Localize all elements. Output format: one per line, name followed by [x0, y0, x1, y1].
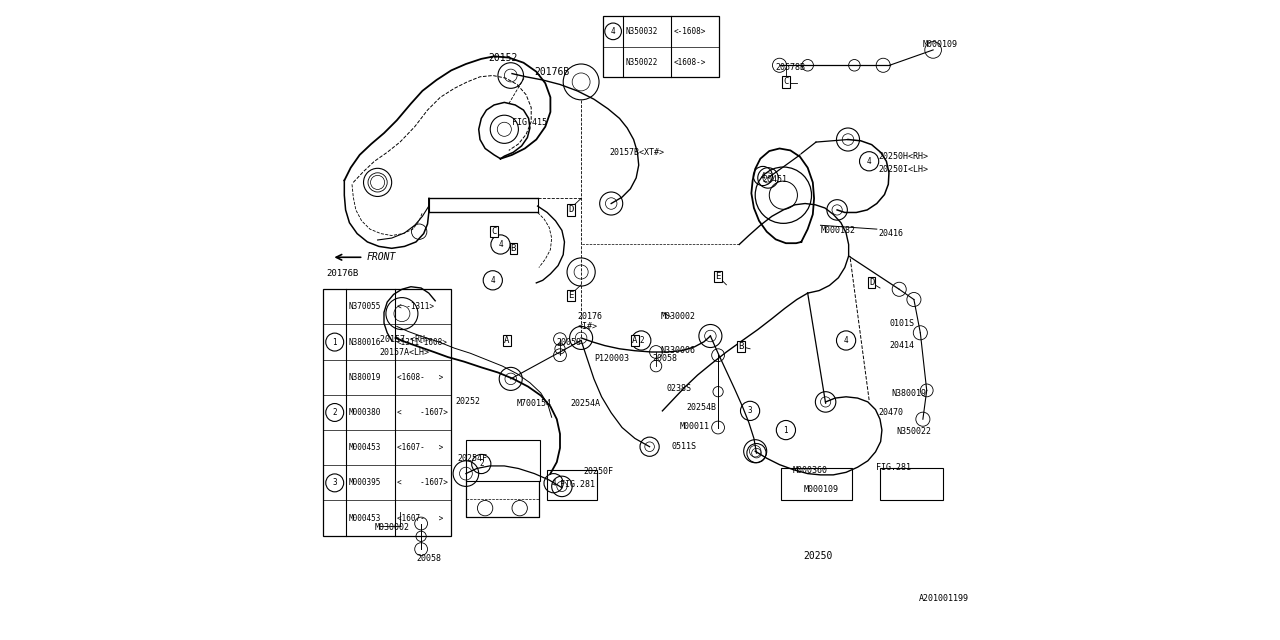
Text: N350022: N350022 — [896, 428, 931, 436]
Text: M700154: M700154 — [517, 399, 552, 408]
Text: <1607-   >: <1607- > — [397, 443, 443, 452]
Text: 20058: 20058 — [653, 354, 678, 363]
Text: A201001199: A201001199 — [919, 594, 969, 603]
Text: N380016: N380016 — [348, 337, 381, 347]
Text: FIG.281: FIG.281 — [561, 480, 595, 489]
Text: 4: 4 — [844, 336, 849, 345]
Text: 20157 <RH>: 20157 <RH> — [379, 335, 430, 344]
Text: 20254B: 20254B — [686, 403, 716, 412]
Bar — [548, 470, 596, 500]
Text: N370055: N370055 — [348, 302, 381, 312]
Text: A: A — [632, 336, 637, 345]
Text: 20058: 20058 — [557, 338, 582, 347]
Text: <    -1607>: < -1607> — [397, 408, 448, 417]
Text: 4: 4 — [490, 276, 495, 285]
Text: M000182: M000182 — [820, 226, 855, 235]
Text: D: D — [568, 205, 573, 214]
Text: < -1311>: < -1311> — [397, 302, 434, 312]
Text: 20470: 20470 — [878, 408, 904, 417]
Text: M000109: M000109 — [804, 485, 838, 494]
Text: 20254F: 20254F — [458, 454, 488, 463]
Text: 20176B: 20176B — [535, 67, 570, 77]
Text: <-1608>: <-1608> — [673, 27, 705, 36]
Text: 0511S: 0511S — [672, 442, 698, 451]
Text: 20176B: 20176B — [326, 269, 358, 278]
Text: 20250: 20250 — [804, 550, 832, 561]
Text: P120003: P120003 — [594, 354, 628, 363]
Text: 20250I<LH>: 20250I<LH> — [878, 165, 928, 174]
Text: N380019: N380019 — [891, 389, 925, 398]
Text: 20252: 20252 — [456, 397, 481, 406]
Text: B: B — [739, 342, 744, 351]
Text: 1: 1 — [333, 337, 337, 347]
Text: <1607-   >: <1607- > — [397, 513, 443, 523]
Text: N350022: N350022 — [626, 58, 658, 67]
Text: <1608-   >: <1608- > — [397, 372, 443, 382]
Text: 4: 4 — [867, 157, 872, 166]
Text: B: B — [511, 244, 516, 253]
Text: FIG.281: FIG.281 — [876, 463, 911, 472]
Text: 20416: 20416 — [878, 229, 904, 238]
Text: 20250H<RH>: 20250H<RH> — [878, 152, 928, 161]
Bar — [603, 16, 719, 77]
Text: <1608->: <1608-> — [673, 58, 705, 67]
Text: M030002: M030002 — [660, 312, 695, 321]
Text: 1: 1 — [783, 426, 788, 435]
Bar — [881, 468, 942, 500]
Text: A: A — [504, 336, 509, 345]
Text: 2: 2 — [639, 336, 644, 345]
Text: 4: 4 — [498, 240, 503, 249]
Text: 4: 4 — [611, 27, 616, 36]
Text: FIG.415: FIG.415 — [512, 118, 547, 127]
Bar — [323, 289, 452, 536]
Text: M00011: M00011 — [680, 422, 709, 431]
Bar — [466, 440, 540, 481]
Text: M030002: M030002 — [374, 524, 410, 532]
Text: 20250F: 20250F — [584, 467, 613, 476]
Text: 0238S: 0238S — [667, 384, 692, 393]
Text: M000453: M000453 — [348, 513, 381, 523]
Text: N350032: N350032 — [626, 27, 658, 36]
Text: N330006: N330006 — [660, 346, 695, 355]
Text: D: D — [869, 278, 874, 287]
Text: 20058: 20058 — [416, 554, 442, 563]
Text: 4: 4 — [552, 479, 556, 488]
Text: 4: 4 — [760, 172, 765, 180]
Text: M000395: M000395 — [348, 478, 381, 488]
Text: 20157A<LH>: 20157A<LH> — [379, 348, 430, 356]
Text: 20414: 20414 — [890, 341, 915, 350]
Text: M000380: M000380 — [348, 408, 381, 417]
Text: <I#>: <I#> — [577, 322, 598, 331]
Text: 20578B: 20578B — [776, 63, 805, 72]
Text: 20152: 20152 — [489, 52, 517, 63]
Text: FRONT: FRONT — [366, 252, 396, 262]
Text: E: E — [716, 272, 721, 281]
Text: M000109: M000109 — [923, 40, 957, 49]
Text: E: E — [568, 291, 573, 300]
Text: <1311-1608>: <1311-1608> — [397, 337, 448, 347]
Text: 20254A: 20254A — [571, 399, 600, 408]
Text: 2: 2 — [333, 408, 337, 417]
Bar — [781, 468, 852, 500]
Text: 3: 3 — [333, 478, 337, 488]
Text: 2: 2 — [479, 460, 484, 468]
Text: 3: 3 — [748, 406, 753, 415]
Text: <    -1607>: < -1607> — [397, 478, 448, 488]
Text: N380019: N380019 — [348, 372, 381, 382]
Text: C: C — [783, 77, 788, 86]
Text: 20157B<XT#>: 20157B<XT#> — [611, 148, 664, 157]
Text: M000360: M000360 — [792, 466, 827, 475]
Text: 20176: 20176 — [577, 312, 603, 321]
Text: 20451: 20451 — [763, 175, 788, 184]
Text: C: C — [492, 227, 497, 236]
Text: M000453: M000453 — [348, 443, 381, 452]
Text: 0101S: 0101S — [890, 319, 915, 328]
